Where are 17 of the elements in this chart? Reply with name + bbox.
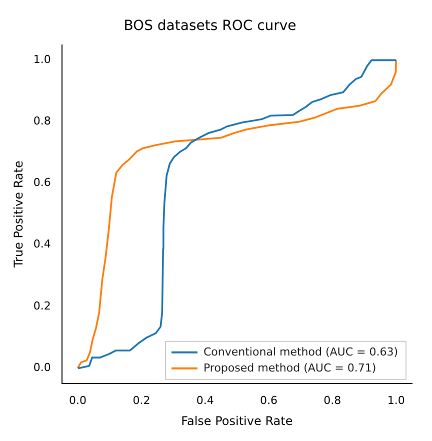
y-axis-title: True Positive Rate — [11, 160, 26, 269]
legend-label: Conventional method (AUC = 0.63) — [203, 345, 398, 358]
y-tick-label: 0.0 — [33, 360, 51, 374]
y-tick-label: 0.4 — [33, 238, 51, 251]
y-tick-label: 1.0 — [33, 53, 51, 66]
chart-title: BOS datasets ROC curve — [124, 18, 296, 34]
y-tick-label: 0.6 — [33, 176, 51, 190]
x-axis-title: False Positive Rate — [181, 414, 293, 428]
x-tick-label: 0.6 — [260, 394, 278, 407]
legend-label: Proposed method (AUC = 0.71) — [203, 361, 376, 374]
x-tick-label: 0.8 — [324, 394, 342, 407]
y-tick-label: 0.2 — [33, 299, 51, 312]
x-tick-label: 1.0 — [387, 394, 405, 407]
x-tick-label: 0.4 — [196, 394, 214, 407]
x-tick-label: 0.0 — [69, 394, 87, 407]
x-tick-label: 0.2 — [132, 394, 150, 407]
y-tick-label: 0.8 — [33, 114, 51, 128]
